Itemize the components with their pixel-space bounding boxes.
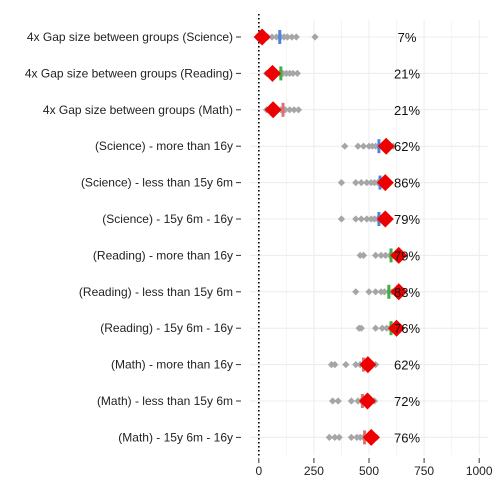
- distribution-points: [259, 33, 406, 441]
- distribution-point: [359, 251, 368, 259]
- distribution-point: [365, 288, 373, 296]
- percent-label: 7%: [398, 30, 417, 45]
- percent-label: 79%: [394, 212, 420, 227]
- percent-label: 76%: [394, 430, 420, 445]
- percent-label: 76%: [394, 321, 420, 336]
- distribution-point: [352, 361, 360, 369]
- x-tick-label: 250: [304, 464, 324, 478]
- distribution-point: [372, 288, 380, 296]
- percent-label: 79%: [394, 248, 420, 263]
- distribution-point: [381, 251, 390, 259]
- distribution-point: [335, 433, 343, 441]
- distribution-point: [380, 288, 389, 296]
- distribution-point: [272, 33, 281, 41]
- distribution-point: [352, 288, 360, 296]
- distribution-point: [357, 215, 365, 223]
- percent-label: 21%: [394, 66, 420, 81]
- percent-label: 72%: [394, 394, 420, 409]
- category-label: (Reading) - 15y 6m - 16y: [100, 321, 233, 335]
- distribution-point: [347, 397, 355, 405]
- distribution-point: [286, 106, 294, 114]
- distribution-point: [283, 33, 292, 41]
- category-label: (Math) - more than 16y: [111, 358, 233, 372]
- category-label: 4x Gap size between groups (Science): [27, 30, 233, 44]
- value-marker: [390, 246, 408, 264]
- value-marker: [263, 64, 281, 82]
- distribution-point: [347, 433, 355, 441]
- distribution-point: [337, 179, 346, 187]
- distribution-point: [294, 106, 303, 114]
- value-markers: [253, 28, 408, 446]
- distribution-point: [293, 69, 301, 77]
- distribution-point: [290, 106, 298, 114]
- distribution-point: [363, 215, 371, 223]
- distribution-point: [352, 215, 360, 223]
- distribution-point: [377, 251, 385, 259]
- value-marker: [264, 101, 282, 119]
- value-marker: [390, 283, 408, 301]
- x-tick-label: 0: [255, 464, 262, 478]
- distribution-point: [363, 179, 371, 187]
- distribution-point: [331, 433, 339, 441]
- distribution-point: [268, 33, 276, 41]
- distribution-point: [354, 142, 362, 150]
- distribution-point: [289, 69, 297, 77]
- distribution-point: [288, 33, 296, 41]
- category-label: (Math) - 15y 6m - 16y: [118, 430, 233, 444]
- category-label: (Reading) - more than 16y: [93, 248, 233, 262]
- percent-label: 62%: [394, 139, 420, 154]
- distribution-point: [372, 251, 380, 259]
- value-marker: [362, 428, 380, 446]
- summary-tick: [281, 102, 285, 117]
- category-label: 4x Gap size between groups (Math): [43, 103, 233, 117]
- value-marker: [359, 356, 377, 374]
- grid-lines: [250, 20, 488, 455]
- distribution-point: [311, 33, 319, 41]
- percent-label: 62%: [394, 358, 420, 373]
- percent-labels: 7% 21% 21% 62% 86% 79% 79% 83% 76% 62% 72% 76%: [394, 30, 420, 445]
- value-marker: [388, 319, 406, 337]
- distribution-point: [325, 433, 333, 441]
- distribution-point: [357, 179, 365, 187]
- category-label: (Math) - less than 15y 6m: [97, 394, 233, 408]
- distribution-point: [352, 179, 360, 187]
- category-label: (Reading) - less than 15y 6m: [79, 285, 233, 299]
- value-marker: [376, 210, 394, 228]
- summary-ticks: [278, 30, 393, 445]
- value-marker: [376, 174, 394, 192]
- percent-label: 21%: [394, 103, 420, 118]
- value-marker: [358, 392, 376, 410]
- x-tick-label: 750: [414, 464, 434, 478]
- category-label: 4x Gap size between groups (Reading): [25, 66, 233, 80]
- distribution-point: [341, 142, 349, 150]
- distribution-point: [334, 397, 342, 405]
- distribution-point: [329, 397, 337, 405]
- distribution-point: [292, 33, 300, 41]
- percent-label: 86%: [394, 176, 420, 191]
- percent-label: 83%: [394, 285, 420, 300]
- distribution-point: [372, 324, 380, 332]
- category-label: (Science) - 15y 6m - 16y: [102, 212, 233, 226]
- x-tick-label: 500: [359, 464, 379, 478]
- x-axis: 0 250 500 750 1000: [255, 458, 493, 478]
- distribution-point: [337, 215, 346, 223]
- summary-tick: [387, 284, 391, 299]
- x-tick-label: 1000: [466, 464, 493, 478]
- value-marker: [377, 137, 395, 155]
- distribution-point: [357, 324, 365, 332]
- distribution-point: [359, 142, 368, 150]
- value-marker: [253, 28, 271, 46]
- summary-tick: [278, 30, 282, 44]
- distribution-point: [342, 361, 350, 369]
- distribution-point: [378, 324, 386, 332]
- category-label: (Science) - less than 15y 6m: [81, 176, 233, 190]
- category-label: (Science) - more than 16y: [95, 139, 233, 153]
- distribution-point: [331, 361, 339, 369]
- category-labels: 4x Gap size between groups (Science) 4x G…: [25, 30, 241, 444]
